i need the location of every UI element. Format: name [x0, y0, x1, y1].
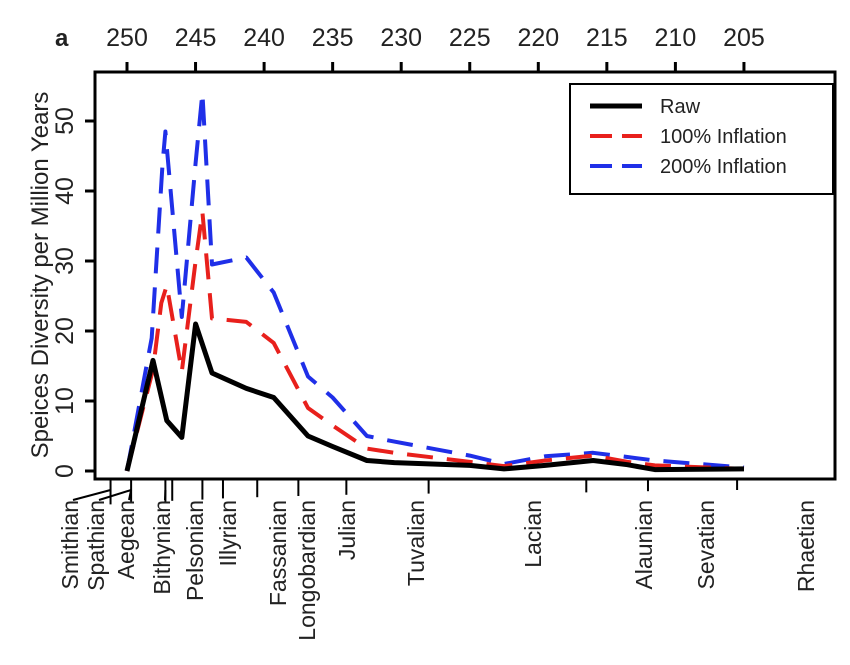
stage-leader-line [72, 489, 111, 501]
y-axis-title: Speices Diversity per Million Years [27, 92, 54, 459]
series-line-100-inflation [125, 210, 745, 472]
x-tick-label: 250 [106, 24, 148, 52]
x-tick-label: 225 [449, 24, 491, 52]
series-line-200-inflation [125, 91, 745, 472]
stage-labels-group: Smithian Spathian Aegean Bithynian Pelsonian… [57, 479, 819, 641]
x-tick-label: 240 [243, 24, 285, 52]
panel-label: a [55, 25, 69, 52]
plot-frame [93, 70, 837, 481]
series-line-raw [124, 321, 745, 473]
stage-label: Pelsonian [182, 500, 208, 601]
legend-box [569, 83, 834, 195]
stage-label: Smithian [57, 500, 83, 589]
stage-label: Spathian [83, 500, 109, 591]
series-group [124, 91, 745, 473]
legend: Raw 100% Inflation 200% Inflation [569, 83, 834, 195]
legend-label: 100% Inflation [660, 126, 787, 148]
stage-label: Alaunian [631, 500, 657, 590]
stage-label: Fassanian [265, 500, 291, 606]
stage-leader-line [98, 489, 132, 501]
x-tick-label: 205 [723, 24, 765, 52]
axis-ticks-group: 250 245 240 235 230 225 220 215 210 205 0 10 20 30 40 5… [51, 24, 765, 478]
stage-label: Julian [334, 500, 360, 560]
x-tick-label: 220 [517, 24, 559, 52]
stage-label: Illyrian [215, 500, 241, 566]
y-tick-label: 50 [51, 107, 79, 135]
y-tick-label: 40 [51, 177, 79, 205]
stage-label: Bithynian [149, 500, 175, 595]
x-tick-label: 245 [175, 24, 217, 52]
x-tick-label: 235 [312, 24, 354, 52]
stage-label: Longobardian [294, 500, 320, 641]
stage-label: Lacian [520, 500, 546, 568]
stage-label: Tuvalian [403, 500, 429, 586]
y-tick-label: 20 [51, 317, 79, 345]
y-tick-label: 10 [51, 387, 79, 415]
y-tick-label: 0 [51, 464, 79, 478]
x-tick-label: 230 [380, 24, 422, 52]
y-tick-label: 30 [51, 247, 79, 275]
x-tick-label: 215 [586, 24, 628, 52]
legend-label: 200% Inflation [660, 156, 787, 178]
stage-label: Aegean [113, 500, 139, 579]
legend-label: Raw [660, 96, 701, 118]
stage-label: Rhaetian [793, 500, 819, 592]
stage-label: Sevatian [693, 500, 719, 590]
x-tick-label: 210 [655, 24, 697, 52]
stage-leader-line [128, 489, 133, 501]
